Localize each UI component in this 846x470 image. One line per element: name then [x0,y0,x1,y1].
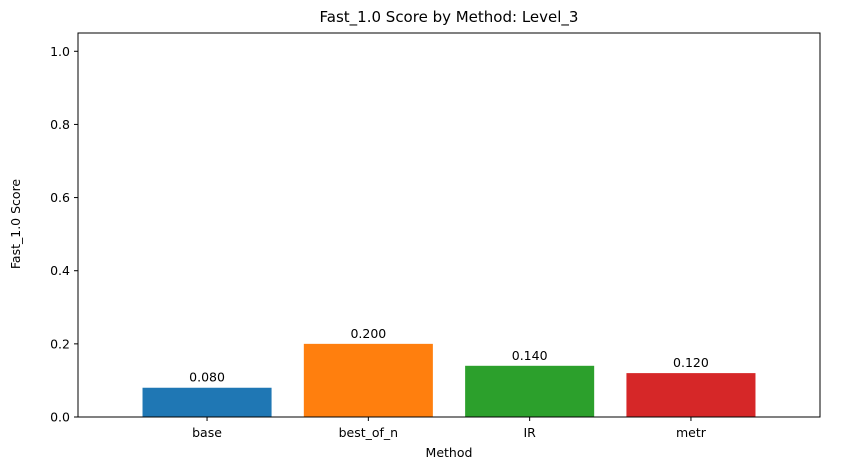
y-tick-label: 0.2 [50,336,70,351]
x-axis-label: Method [426,445,473,460]
bar-best_of_n [303,343,433,417]
y-tick-label: 1.0 [50,44,70,59]
plot-area-frame [77,32,821,418]
y-tick-label: 0.0 [50,410,70,425]
x-axis: base best_of_n IR metr [192,417,707,440]
x-tick-label-base: base [192,425,222,440]
data-label-IR: 0.140 [512,348,548,363]
y-axis: 0.0 0.2 0.4 0.6 0.8 1.0 [50,44,78,425]
bars-group [142,343,756,417]
bar-metr [626,373,756,417]
bar-base [142,387,272,417]
data-labels-group: 0.080 0.200 0.140 0.120 [189,326,709,385]
y-axis-label: Fast_1.0 Score [8,179,23,270]
data-label-base: 0.080 [189,370,225,385]
y-tick-label: 0.8 [50,117,70,132]
data-label-metr: 0.120 [673,355,709,370]
chart-title: Fast_1.0 Score by Method: Level_3 [320,8,579,27]
data-label-best_of_n: 0.200 [350,326,386,341]
x-tick-label-best_of_n: best_of_n [339,425,399,440]
y-tick-label: 0.6 [50,190,70,205]
x-tick-label-metr: metr [676,425,707,440]
y-tick-label: 0.4 [50,263,70,278]
bar-IR [465,365,595,417]
x-tick-label-IR: IR [523,425,536,440]
